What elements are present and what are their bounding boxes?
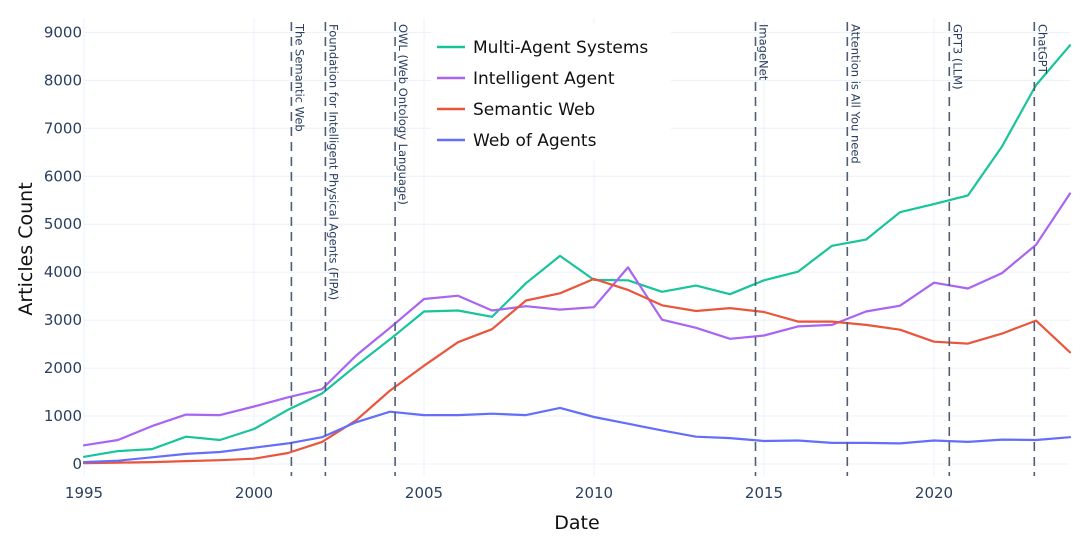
event-annotations: The Semantic Web Foundation for Intellige…: [290, 22, 1049, 476]
legend-label-multi-agent-systems[interactable]: Multi-Agent Systems: [473, 38, 648, 58]
annotation-label: The Semantic Web: [292, 23, 306, 132]
legend-label-semantic-web[interactable]: Semantic Web: [473, 100, 595, 120]
y-tick-label: 5000: [44, 215, 82, 233]
x-axis-title: Date: [554, 512, 599, 534]
x-tick-label: 2020: [915, 484, 953, 502]
y-tick-label: 6000: [44, 167, 82, 185]
legend-label-web-of-agents[interactable]: Web of Agents: [473, 131, 597, 151]
y-tick-label: 7000: [44, 119, 82, 137]
series-line-web-of-agents: [82, 406, 1072, 464]
y-tick-label: 3000: [44, 311, 82, 329]
series-lines: [82, 44, 1072, 465]
y-tick-label: 4000: [44, 263, 82, 281]
annotation-label: OWL (Web Ontology Language): [396, 24, 410, 205]
legend-label-intelligent-agent[interactable]: Intelligent Agent: [473, 69, 615, 89]
annotation-label: ChatGPT: [1035, 24, 1049, 75]
series-line-multi-agent-systems: [82, 44, 1072, 458]
annotation-label: GPT3 (LLM): [950, 24, 964, 90]
x-tick-label: 2010: [575, 484, 613, 502]
y-tick-label: 9000: [44, 23, 82, 41]
x-tick-label: 2000: [235, 484, 273, 502]
x-tick-label: 2005: [405, 484, 443, 502]
annotation-label: Attention is All You need: [848, 24, 862, 164]
y-tick-label: 8000: [44, 71, 82, 89]
x-tick-label: 2015: [745, 484, 783, 502]
y-tick-label: 2000: [44, 359, 82, 377]
legend-background: [431, 25, 671, 161]
series-line-semantic-web: [82, 277, 1072, 465]
y-tick-label: 0: [72, 455, 82, 473]
legend[interactable]: Multi-Agent Systems Intelligent Agent Sema…: [431, 25, 671, 161]
y-tick-label: 1000: [44, 407, 82, 425]
annotation-label: ImageNet: [757, 24, 771, 81]
y-axis-ticks: 0 1000 2000 3000 4000 5000 6000 7000 8000 9000: [44, 23, 82, 473]
x-tick-label: 1995: [65, 484, 103, 502]
y-axis-title: Articles Count: [15, 182, 37, 315]
annotation-label: Foundation for Intelligent Physical Agen…: [326, 24, 340, 300]
series-line-intelligent-agent: [82, 192, 1072, 447]
x-axis-ticks: 1995 2000 2005 2010 2015 2020: [65, 484, 953, 502]
